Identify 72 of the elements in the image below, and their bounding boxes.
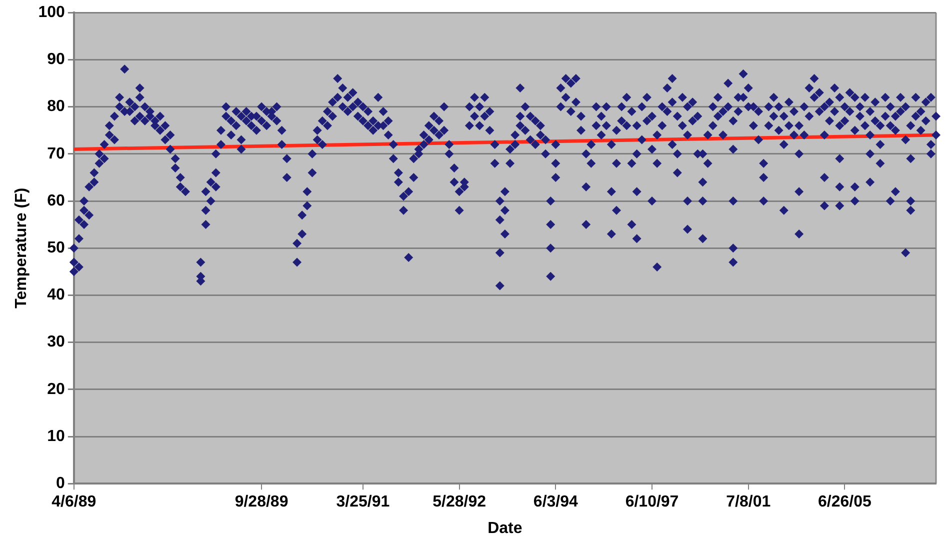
point — [632, 187, 642, 196]
point — [866, 178, 875, 187]
point — [906, 206, 916, 215]
point — [612, 206, 622, 215]
y-axis-title: Temperature (F) — [13, 188, 30, 308]
point — [835, 154, 844, 164]
y-tick-label: 40 — [47, 286, 65, 304]
point — [850, 182, 860, 192]
y-tick-label: 70 — [47, 145, 65, 162]
point — [835, 201, 844, 210]
x-tick-label: 6/3/94 — [533, 494, 578, 511]
point — [516, 121, 525, 130]
point — [886, 196, 895, 206]
point — [698, 234, 708, 244]
point — [794, 187, 804, 196]
point — [201, 187, 210, 196]
point — [728, 258, 738, 267]
point — [196, 258, 206, 267]
y-tick-label: 10 — [47, 428, 65, 445]
y-tick-label: 30 — [47, 334, 65, 351]
point — [728, 244, 738, 253]
point — [632, 234, 642, 244]
point — [211, 149, 220, 158]
point — [906, 196, 916, 206]
x-tick-label: 9/28/89 — [234, 494, 288, 511]
point — [683, 224, 692, 234]
point — [890, 187, 900, 196]
y-tick-label: 20 — [47, 380, 65, 398]
point — [652, 262, 662, 272]
point — [683, 196, 692, 206]
point — [648, 196, 657, 206]
x-axis-title: Date — [488, 520, 522, 537]
y-tick-label: 50 — [47, 240, 65, 257]
point — [850, 196, 860, 206]
point — [74, 215, 84, 224]
point — [551, 140, 560, 149]
point — [926, 149, 936, 158]
point — [876, 158, 885, 168]
point — [80, 196, 89, 206]
point — [627, 220, 636, 230]
y-tick-label: 100 — [38, 4, 65, 22]
point — [794, 229, 804, 238]
point — [582, 220, 591, 230]
point — [698, 196, 708, 206]
x-tick-label: 7/8/01 — [726, 494, 771, 511]
point — [500, 229, 510, 238]
x-tick-label: 4/6/89 — [52, 494, 96, 511]
x-tick-label: 3/25/91 — [336, 494, 390, 511]
point — [495, 248, 504, 258]
point — [546, 272, 556, 281]
point — [668, 140, 677, 149]
point — [866, 149, 875, 158]
x-tick-label: 5/28/92 — [432, 494, 486, 511]
point — [135, 112, 144, 121]
y-tick-label: 80 — [47, 98, 65, 116]
point — [820, 201, 829, 210]
point — [820, 172, 829, 182]
point — [901, 248, 910, 258]
x-tick-label: 6/26/05 — [818, 494, 872, 511]
y-tick-label: 0 — [56, 475, 65, 492]
y-tick-label: 60 — [47, 192, 65, 210]
point — [236, 144, 246, 154]
point — [672, 168, 682, 178]
point — [759, 196, 768, 206]
point — [546, 244, 556, 253]
point — [779, 206, 788, 215]
point — [835, 182, 844, 192]
y-tick-label: 90 — [47, 51, 65, 68]
point — [728, 196, 738, 206]
point — [495, 281, 504, 290]
point — [606, 229, 616, 238]
x-tick-label: 6/10/97 — [625, 494, 679, 511]
